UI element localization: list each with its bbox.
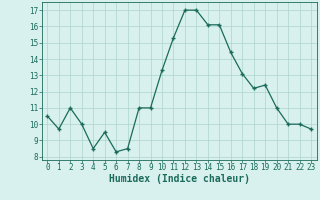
X-axis label: Humidex (Indice chaleur): Humidex (Indice chaleur)	[109, 174, 250, 184]
